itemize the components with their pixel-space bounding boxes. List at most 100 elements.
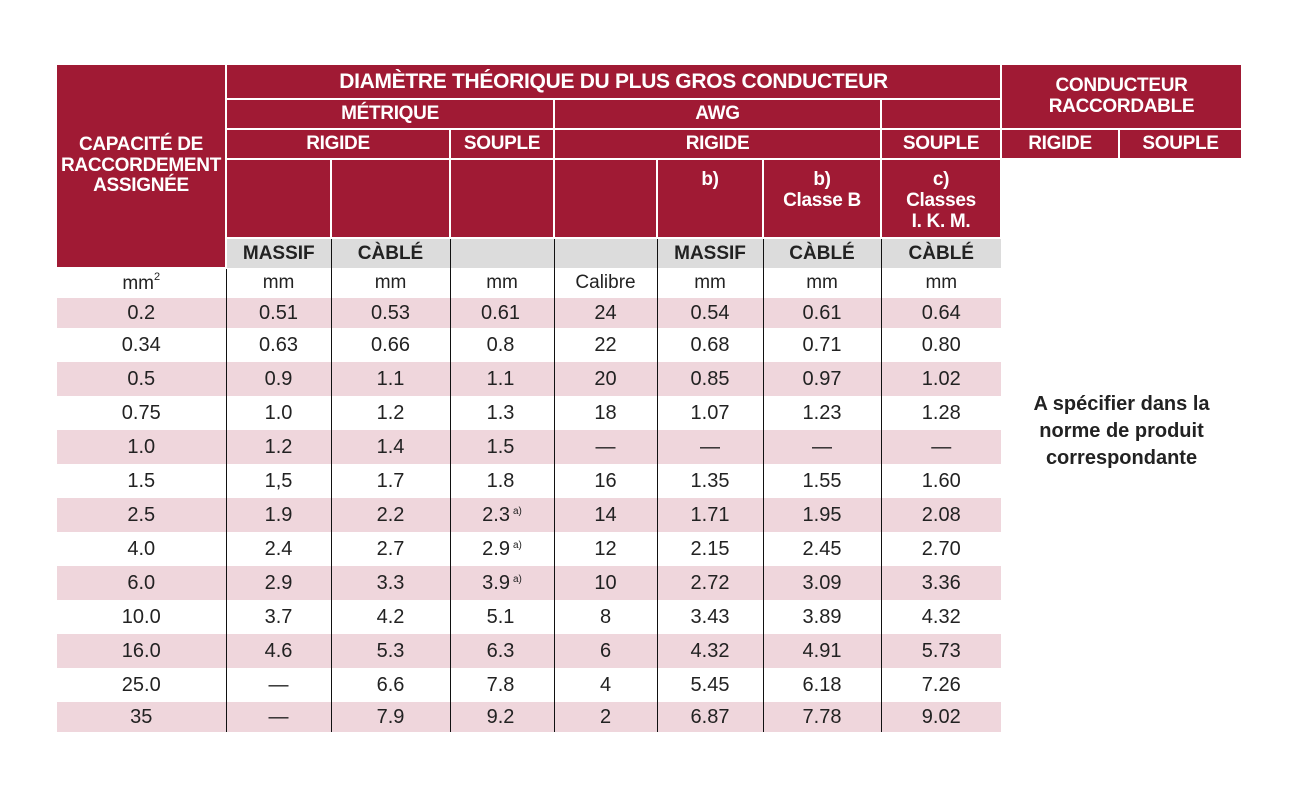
metric-rigid-header: RIGIDE xyxy=(226,129,452,160)
table-row: 4.0 2.4 2.7 2.9 a) 12 2.15 2.45 2.70 xyxy=(57,532,1241,566)
awg-flexible-header: SOUPLE xyxy=(881,129,1003,160)
cell-a-massif: 0.85 xyxy=(657,362,764,396)
cell-m-cable: 7.9 xyxy=(331,702,451,732)
cell-a-souple: 0.80 xyxy=(881,328,1002,362)
cell-m-souple: 1.3 xyxy=(450,396,555,430)
conductor-header: CONDUCTEUR RACCORDABLE xyxy=(1001,65,1242,130)
cell-a-souple: 2.08 xyxy=(881,498,1002,532)
sub-awg-cable: CÀBLÉ xyxy=(763,238,882,268)
cell-a-souple: 9.02 xyxy=(881,702,1002,732)
cell-a-massif: 5.45 xyxy=(657,668,764,702)
cell-m-cable: 1.2 xyxy=(331,396,451,430)
blank-header-4 xyxy=(554,159,659,239)
cell-calibre: 8 xyxy=(554,600,658,634)
cell-calibre: 12 xyxy=(554,532,658,566)
cell-m-cable: 0.53 xyxy=(331,298,451,328)
cell-a-cable: 0.61 xyxy=(763,298,882,328)
cell-m-massif: — xyxy=(226,668,332,702)
specification-note: A spécifier dans la norme de produit cor… xyxy=(1001,159,1242,732)
cell-a-cable: 7.78 xyxy=(763,702,882,732)
cell-calibre: 10 xyxy=(554,566,658,600)
cell-m-massif: 1,5 xyxy=(226,464,332,498)
sub-metric-cable: CÀBLÉ xyxy=(331,238,451,268)
cell-cap: 25.0 xyxy=(57,668,227,702)
table-row: 1.0 1.2 1.4 1.5 — — — — xyxy=(57,430,1241,464)
cell-m-cable: 6.6 xyxy=(331,668,451,702)
cell-cap: 0.2 xyxy=(57,298,227,328)
cell-m-massif: 3.7 xyxy=(226,600,332,634)
cell-calibre: 16 xyxy=(554,464,658,498)
cell-m-cable: 2.2 xyxy=(331,498,451,532)
cell-a-massif: 4.32 xyxy=(657,634,764,668)
cell-a-massif: 0.54 xyxy=(657,298,764,328)
cell-m-massif: 0.51 xyxy=(226,298,332,328)
cell-cap: 0.75 xyxy=(57,396,227,430)
cell-calibre: 14 xyxy=(554,498,658,532)
cell-cap: 1.0 xyxy=(57,430,227,464)
cell-m-souple: 1.8 xyxy=(450,464,555,498)
cell-m-massif: 2.4 xyxy=(226,532,332,566)
unit-4: Calibre xyxy=(554,268,658,298)
unit-capacity: mm2 xyxy=(57,268,227,298)
cell-calibre: 2 xyxy=(554,702,658,732)
cell-m-souple: 0.61 xyxy=(450,298,555,328)
table-row: 0.34 0.63 0.66 0.8 22 0.68 0.71 0.80 xyxy=(57,328,1241,362)
cell-m-massif: 1.0 xyxy=(226,396,332,430)
cell-m-cable: 1.1 xyxy=(331,362,451,396)
cell-m-massif: 0.63 xyxy=(226,328,332,362)
unit-5: mm xyxy=(657,268,764,298)
cell-m-cable: 1.4 xyxy=(331,430,451,464)
cell-a-massif: 1.71 xyxy=(657,498,764,532)
cell-a-massif: 3.43 xyxy=(657,600,764,634)
cell-m-souple: 6.3 xyxy=(450,634,555,668)
unit-3: mm xyxy=(450,268,555,298)
cell-a-cable: 1.23 xyxy=(763,396,882,430)
cell-m-cable: 0.66 xyxy=(331,328,451,362)
table-row: 1.5 1,5 1.7 1.8 16 1.35 1.55 1.60 xyxy=(57,464,1241,498)
cell-a-cable: 2.45 xyxy=(763,532,882,566)
metric-flexible-header: SOUPLE xyxy=(450,129,556,160)
cell-calibre: 22 xyxy=(554,328,658,362)
cell-calibre: 20 xyxy=(554,362,658,396)
cell-a-souple: 1.02 xyxy=(881,362,1002,396)
cell-a-souple: 1.28 xyxy=(881,396,1002,430)
cell-calibre: 4 xyxy=(554,668,658,702)
cell-m-cable: 4.2 xyxy=(331,600,451,634)
cell-m-souple: 9.2 xyxy=(450,702,555,732)
table-row: 0.2 0.51 0.53 0.61 24 0.54 0.61 0.64 xyxy=(57,298,1241,328)
cell-m-souple: 2.3 a) xyxy=(450,498,555,532)
cell-m-cable: 5.3 xyxy=(331,634,451,668)
cell-calibre: 18 xyxy=(554,396,658,430)
cell-a-souple: 2.70 xyxy=(881,532,1002,566)
cell-m-souple: 7.8 xyxy=(450,668,555,702)
table-row: 6.0 2.9 3.3 3.9 a) 10 2.72 3.09 3.36 xyxy=(57,566,1241,600)
cell-cap: 4.0 xyxy=(57,532,227,566)
cell-a-massif: — xyxy=(657,430,764,464)
conductor-flexible-header: SOUPLE xyxy=(1119,129,1242,160)
cell-a-cable: 3.09 xyxy=(763,566,882,600)
unit-1: mm xyxy=(226,268,332,298)
cell-m-massif: 0.9 xyxy=(226,362,332,396)
metric-header: MÉTRIQUE xyxy=(226,99,556,130)
table-row: 0.5 0.9 1.1 1.1 20 0.85 0.97 1.02 xyxy=(57,362,1241,396)
unit-7: mm xyxy=(881,268,1002,298)
sub-awg-massif: MASSIF xyxy=(657,238,764,268)
cell-a-massif: 1.07 xyxy=(657,396,764,430)
table-row: 2.5 1.9 2.2 2.3 a) 14 1.71 1.95 2.08 xyxy=(57,498,1241,532)
cell-a-cable: — xyxy=(763,430,882,464)
cell-m-massif: 1.2 xyxy=(226,430,332,464)
capacity-header: CAPACITÉ DE RACCORDEMENT ASSIGNÉE xyxy=(57,65,228,269)
table-row: 25.0 — 6.6 7.8 4 5.45 6.18 7.26 xyxy=(57,668,1241,702)
cell-cap: 10.0 xyxy=(57,600,227,634)
blank-header-1 xyxy=(226,159,333,239)
cell-a-souple: — xyxy=(881,430,1002,464)
cell-m-cable: 3.3 xyxy=(331,566,451,600)
cell-a-massif: 1.35 xyxy=(657,464,764,498)
sub-awg-souple: CÀBLÉ xyxy=(881,238,1002,268)
conductor-rigid-header: RIGIDE xyxy=(1001,129,1121,160)
cell-a-massif: 0.68 xyxy=(657,328,764,362)
cell-m-souple: 1.5 xyxy=(450,430,555,464)
cell-cap: 6.0 xyxy=(57,566,227,600)
cell-calibre: 6 xyxy=(554,634,658,668)
note-b-cable: b) Classe B xyxy=(763,159,883,239)
